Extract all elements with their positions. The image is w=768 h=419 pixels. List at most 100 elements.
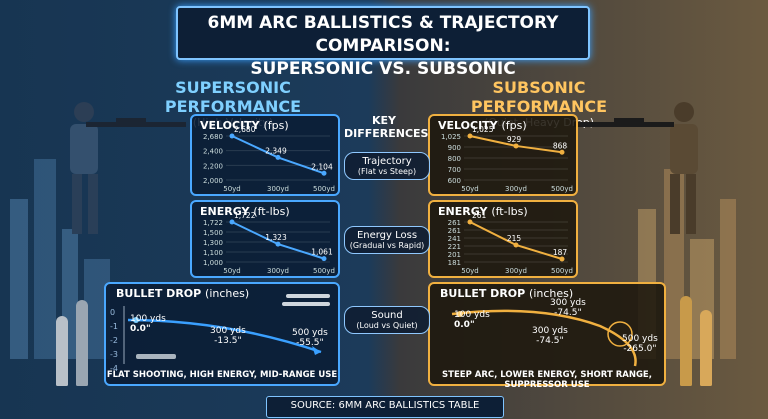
y-tick-label: 1,100	[203, 249, 223, 257]
difference-trajectory: Trajectory (Flat vs Steep)	[344, 152, 430, 180]
difference-title: Energy Loss	[356, 230, 418, 241]
x-tick-label: 300yd	[505, 185, 527, 193]
supersonic-drop-chart	[123, 294, 330, 364]
panel-unit: (ft-lbs)	[491, 205, 528, 218]
subsonic-velocity-chart: 1,025 900 800 700 600 1,025 929 868 50yd 300yd 500…	[441, 125, 573, 193]
drop-range-label: 300 yds	[210, 326, 246, 336]
data-point	[559, 256, 565, 262]
y-tick-label: 221	[448, 243, 461, 251]
y-tick-label: 800	[448, 155, 461, 163]
data-point	[275, 241, 281, 247]
drop-range-label: 300 yds	[550, 298, 586, 308]
drop-value: -55.5"	[296, 338, 324, 348]
data-label: 2,680	[234, 125, 256, 134]
drop-point-100: 100 yds 0.0"	[454, 310, 490, 330]
subsonic-velocity-panel: VELOCITY (fps) 1,025 900 800 700 600 1,025 929…	[428, 114, 578, 196]
difference-energy-loss: Energy Loss (Gradual vs Rapid)	[344, 226, 430, 254]
drop-y-tick: -2	[110, 336, 118, 345]
subsonic-drop-chart	[451, 309, 637, 367]
drop-point-300-b: 300 yds -74.5"	[532, 326, 568, 346]
y-tick-label: 1,500	[203, 229, 223, 237]
y-tick-label: 600	[448, 177, 461, 185]
key-differences-heading: KEY DIFFERENCES	[344, 114, 428, 140]
panel-title: VELOCITY	[438, 119, 498, 132]
drop-range-label: 100 yds	[454, 310, 490, 320]
y-tick-label: 261	[448, 227, 461, 235]
panel-unit: (fps)	[501, 119, 527, 132]
y-tick-label: 900	[448, 144, 461, 152]
panel-unit: (fps)	[263, 119, 289, 132]
supersonic-footer: FLAT SHOOTING, HIGH ENERGY, MID-RANGE US…	[106, 370, 338, 380]
data-point	[559, 149, 565, 155]
subsonic-drop-panel: BULLET DROP (inches) 100 yds 0.0" 300 yd…	[428, 282, 666, 390]
data-point	[321, 170, 327, 176]
data-label: 868	[553, 141, 568, 150]
data-label: 187	[553, 248, 568, 257]
drop-point-100: 100 yds 0.0"	[130, 314, 166, 334]
data-point	[513, 242, 519, 248]
y-tick-label: 201	[448, 251, 461, 259]
data-label: 1,722	[234, 211, 256, 220]
supersonic-energy-panel: ENERGY (ft-lbs) 1,722 1,500 1,300 1,100 1,00…	[190, 200, 340, 278]
data-label: 261	[472, 211, 487, 220]
source-footer: SOURCE: 6MM ARC BALLISTICS TABLE	[266, 396, 504, 418]
panel-unit: (inches)	[205, 287, 250, 300]
y-tick-label: 1,300	[203, 239, 223, 247]
y-tick-label: 700	[448, 166, 461, 174]
page-title: 6MM ARC BALLISTICS & TRAJECTORY COMPARIS…	[176, 6, 590, 79]
subsonic-footer: STEEP ARC, LOWER ENERGY, SHORT RANGE, SU…	[442, 370, 652, 390]
y-tick-label: 261	[448, 219, 461, 227]
cartridge-icon	[56, 316, 68, 386]
rifle-left-icon	[86, 118, 186, 127]
data-point	[513, 143, 519, 149]
x-tick-label: 500yd	[313, 185, 335, 193]
supersonic-velocity-chart: 2,680 2,400 2,200 2,000 2,680 2,349 2,104 50yd 3…	[203, 125, 335, 193]
y-tick-label: 241	[448, 235, 461, 243]
drop-value: 0.0"	[454, 320, 475, 330]
panel-unit: (ft-lbs)	[253, 205, 290, 218]
drop-y-tick: 0	[110, 308, 116, 317]
drop-y-ticks: 0 -1 -2 -3 -4	[110, 306, 118, 376]
title-line-1: 6MM ARC BALLISTICS & TRAJECTORY COMPARIS…	[207, 13, 559, 56]
data-point	[275, 154, 281, 160]
x-tick-label: 500yd	[551, 267, 573, 275]
data-label: 1,025	[472, 125, 494, 134]
data-point	[467, 133, 473, 139]
x-tick-label: 300yd	[267, 267, 289, 275]
x-tick-label: 50yd	[461, 267, 479, 275]
panel-title: VELOCITY	[200, 119, 260, 132]
y-tick-label: 1,025	[441, 133, 461, 141]
difference-title: Trajectory	[362, 156, 412, 167]
x-tick-label: 50yd	[223, 185, 241, 193]
drop-y-tick: -1	[110, 322, 118, 331]
y-tick-label: 1,000	[203, 259, 223, 267]
panel-title: BULLET DROP	[116, 287, 202, 300]
supersonic-energy-chart: 1,722 1,500 1,300 1,100 1,000 1,722 1,323 1,061…	[203, 211, 335, 275]
difference-title: Sound	[371, 310, 403, 321]
y-tick-label: 1,722	[203, 219, 223, 227]
y-tick-label: 181	[448, 259, 461, 267]
difference-sub: (Flat vs Steep)	[357, 167, 417, 176]
x-tick-label: 500yd	[551, 185, 573, 193]
soldier-right-icon	[670, 102, 698, 234]
drop-range-label: 300 yds	[532, 326, 568, 336]
data-point	[467, 219, 473, 225]
drop-point-500: 500 yds -55.5"	[292, 328, 328, 348]
data-label: 2,104	[311, 162, 333, 171]
data-point	[229, 219, 235, 225]
data-point	[229, 133, 235, 139]
data-label: 929	[507, 135, 522, 144]
data-label: 2,349	[265, 146, 287, 155]
x-tick-label: 500yd	[313, 267, 335, 275]
drop-value: -74.5"	[554, 308, 582, 318]
x-tick-label: 300yd	[267, 185, 289, 193]
drop-point-300-a: 300 yds -74.5"	[550, 298, 586, 318]
supersonic-velocity-panel: VELOCITY (fps) 2,680 2,400 2,200 2,000 2,680…	[190, 114, 340, 196]
drop-range-label: 500 yds	[622, 334, 658, 344]
supersonic-heading: SUPERSONIC PERFORMANCE	[164, 78, 302, 116]
difference-sub: (Loud vs Quiet)	[356, 321, 418, 330]
data-label: 1,323	[265, 233, 287, 242]
drop-range-label: 500 yds	[292, 328, 328, 338]
x-tick-label: 300yd	[505, 267, 527, 275]
